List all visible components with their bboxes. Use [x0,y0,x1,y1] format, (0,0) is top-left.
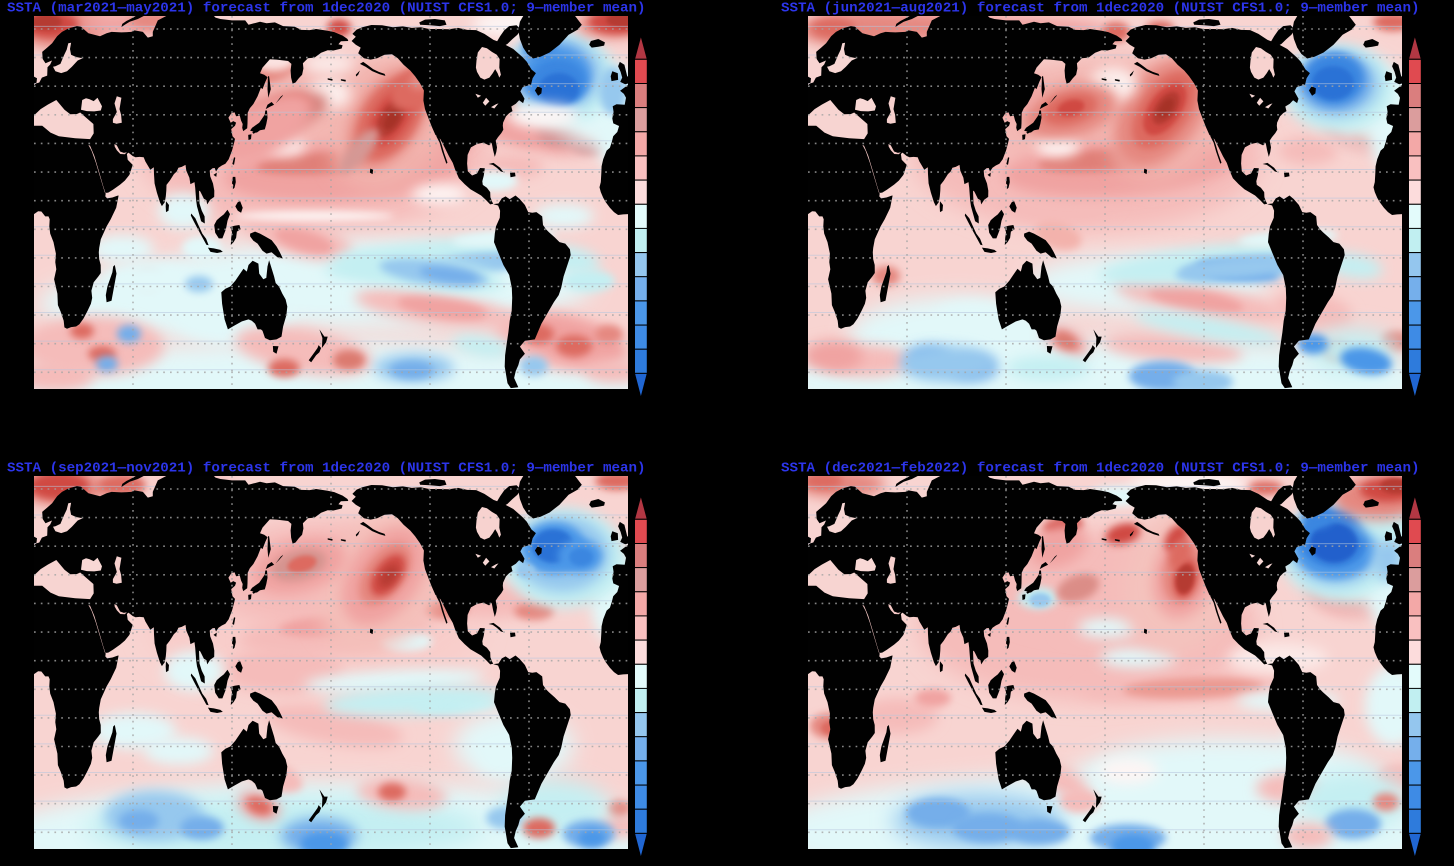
svg-text:SSTA (jun2021—aug2021) forecas: SSTA (jun2021—aug2021) forecast from 1de… [781,1,1420,17]
svg-text:SSTA (dec2021—feb2022) forecas: SSTA (dec2021—feb2022) forecast from 1de… [781,461,1420,477]
svg-text:SSTA (sep2021—nov2021) forecas: SSTA (sep2021—nov2021) forecast from 1de… [7,461,646,477]
svg-text:SSTA (mar2021—may2021) forecas: SSTA (mar2021—may2021) forecast from 1de… [7,1,646,17]
